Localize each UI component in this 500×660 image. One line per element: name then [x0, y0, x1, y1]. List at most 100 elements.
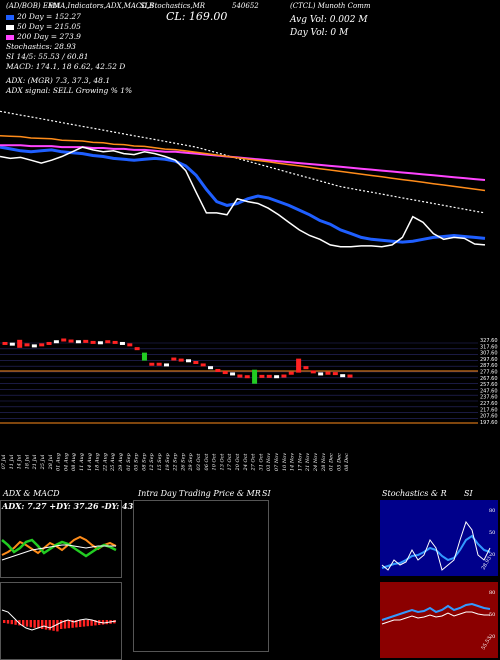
- date-label: 05 Sep: [134, 452, 140, 470]
- candle: [24, 343, 30, 347]
- date-label: 14 Jul: [17, 454, 23, 469]
- ema200-swatch: [6, 34, 14, 40]
- date-label: 22 Sep: [173, 452, 179, 471]
- candle: [39, 343, 45, 347]
- date-label: 21 Nov: [305, 453, 311, 472]
- date-label: 25 Jul: [40, 454, 46, 470]
- stoch-k-line: [381, 520, 491, 571]
- stoch-d-line: [381, 534, 491, 569]
- date-label: 15 Sep: [157, 452, 163, 470]
- date-label: 17 Oct: [227, 453, 233, 471]
- candle: [141, 352, 147, 361]
- macd-bar: [29, 620, 32, 628]
- series-line-20-day: [0, 145, 486, 244]
- adx-minus-line: [1, 538, 117, 558]
- candle: [332, 372, 338, 376]
- candle: [75, 340, 81, 344]
- indicators-menu-2: SI,Stochastics,MR: [140, 2, 206, 10]
- candle: [31, 344, 37, 348]
- date-label: 10 Nov: [282, 453, 288, 471]
- price-tick-label: 307.60: [480, 351, 498, 357]
- candle: [156, 362, 162, 366]
- macd-bar: [79, 620, 82, 627]
- price-tick-label: 257.60: [480, 382, 498, 388]
- series-line-close: [0, 146, 486, 248]
- si-line-2: [381, 611, 490, 625]
- adx-panel-title: ADX & MACD: [3, 489, 60, 498]
- date-label: 11 Aug: [79, 453, 85, 471]
- date-label: 19 Sep: [165, 452, 171, 470]
- legend-adx: ADX: (MGR) 7.3, 37.3, 48.1: [6, 76, 111, 85]
- date-label: 27 Oct: [251, 453, 257, 472]
- date-label: 01 Aug: [56, 453, 62, 471]
- date-label: 03 Nov: [266, 453, 272, 471]
- candle: [222, 371, 228, 375]
- candle: [68, 339, 74, 343]
- avg-volume: Avg Vol: 0.002 M: [290, 15, 368, 25]
- series-line-orange: [0, 135, 486, 192]
- si-value-label: 55.53: [481, 636, 493, 651]
- candle: [9, 342, 15, 346]
- ema-chart: [0, 110, 486, 248]
- price-tick-label: 287.60: [480, 363, 498, 369]
- date-label: 25 Aug: [110, 453, 116, 472]
- stoch-tick-label: 20: [489, 552, 495, 558]
- series-line-50-day: [0, 110, 486, 214]
- candle: [296, 358, 302, 373]
- ema50-swatch: [6, 24, 14, 30]
- legend-ema20: 20 Day = 152.27: [6, 12, 132, 22]
- stoch-value-label: 28.93: [481, 556, 493, 571]
- candle: [134, 347, 140, 351]
- close-price: CL: 169.00: [166, 10, 228, 23]
- macd-bar: [63, 620, 67, 629]
- si-tick-label: 20: [489, 634, 495, 640]
- stoch-panel-si: SI: [464, 489, 473, 498]
- date-label: 06 Oct: [204, 453, 210, 471]
- day-volume: Day Vol: 0 M: [290, 28, 349, 38]
- candle: [90, 340, 96, 344]
- candle: [2, 341, 8, 345]
- candle: [274, 375, 280, 379]
- candle: [340, 374, 346, 378]
- date-label: 21 Jul: [32, 454, 38, 470]
- candle: [288, 371, 294, 375]
- legend-ema200: 200 Day = 273.9: [6, 32, 132, 42]
- date-label: 24 Oct: [243, 453, 249, 472]
- date-label: 24 Nov: [313, 453, 319, 472]
- date-label: 05 Dec: [336, 453, 342, 471]
- candle: [200, 363, 206, 367]
- candle: [119, 341, 125, 345]
- candle: [61, 338, 67, 342]
- macd-bar: [75, 620, 78, 628]
- stoch-tick-label: 50: [489, 530, 495, 536]
- legend-macd: MACD: 174.1, 18 6.62, 42.52 D: [6, 62, 126, 71]
- adx-panel: [0, 500, 122, 578]
- macd-bar: [6, 620, 10, 624]
- price-tick-label: 217.60: [480, 407, 498, 413]
- date-label: 26 Sep: [180, 452, 186, 471]
- ema20-label: 20 Day = 152.27: [17, 12, 81, 21]
- price-tick-label: 227.60: [480, 401, 498, 407]
- si-tick-label: 80: [489, 590, 495, 596]
- date-label: 08 Aug: [71, 453, 77, 471]
- date-label: 29 Aug: [118, 453, 124, 472]
- macd-bar: [52, 620, 55, 631]
- macd-bar: [14, 620, 17, 625]
- date-label: 11 Jul: [9, 454, 15, 469]
- macd-bar: [60, 620, 63, 629]
- date-label: 28 Nov: [321, 453, 327, 472]
- si-tick-label: 50: [489, 612, 495, 618]
- date-label: 01 Dec: [329, 453, 335, 471]
- date-label: 08 Sep: [141, 452, 147, 470]
- candle: [97, 341, 103, 345]
- stoch-panel-title: Stochastics & R: [382, 489, 447, 498]
- candle: [266, 374, 272, 378]
- macd-bar: [71, 620, 74, 628]
- macd-bar: [41, 620, 44, 629]
- candle: [252, 369, 258, 384]
- price-tick-label: 317.60: [480, 344, 498, 350]
- price-tick-label: 297.60: [480, 357, 498, 363]
- short-code: (AD/BOB) EMA: [6, 2, 61, 10]
- candle: [325, 371, 331, 375]
